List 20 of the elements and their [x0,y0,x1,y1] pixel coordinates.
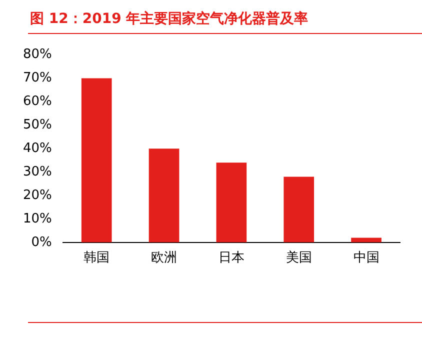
bar [216,162,247,242]
x-tick-label: 韩国 [84,250,110,266]
x-tick-label: 欧洲 [151,250,178,266]
chart-title: 图 12：2019 年主要国家空气净化器普及率 [30,10,308,28]
y-tick-label: 40% [22,140,52,156]
bar [81,78,112,242]
bar [284,176,314,242]
y-tick-label: 60% [22,94,52,110]
x-tick-label: 美国 [286,250,312,266]
x-tick-label: 中国 [353,250,380,266]
y-tick-label: 70% [22,70,52,86]
bar [351,238,382,242]
y-tick-label: 0% [31,234,52,250]
y-tick-label: 10% [22,211,52,226]
y-tick-label: 30% [22,164,52,180]
y-tick-label: 50% [22,118,52,133]
x-tick-label: 日本 [218,250,244,266]
y-tick-label: 80% [22,47,52,62]
bar [148,148,180,242]
y-tick-label: 20% [22,188,52,203]
